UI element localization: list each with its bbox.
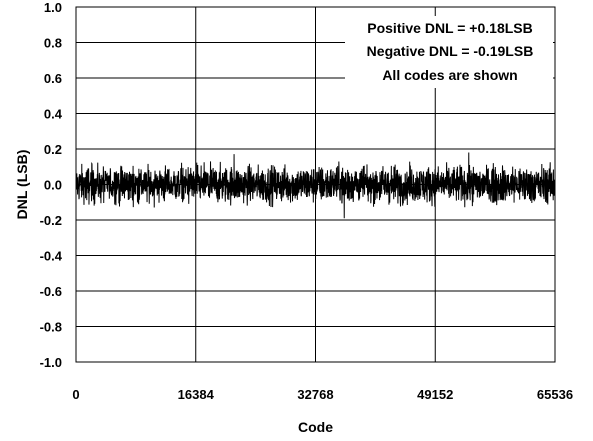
x-tick-label: 16384 (178, 387, 215, 402)
y-tick-label: 0.2 (44, 142, 62, 157)
y-axis-title: DNL (LSB) (14, 150, 30, 220)
x-axis-title: Code (298, 419, 333, 435)
y-tick-label: -0.6 (40, 284, 62, 299)
dnl-series (75, 152, 556, 219)
dnl-trace (75, 152, 556, 219)
x-tick-labels: 0 16384 32768 49152 65536 (72, 387, 573, 402)
annotation-box (345, 16, 553, 88)
y-tick-label: -0.8 (40, 320, 62, 335)
x-tick-label: 32768 (297, 387, 333, 402)
y-tick-label: 0.4 (44, 107, 63, 122)
y-tick-label: 0.8 (44, 36, 62, 51)
annotation-negative-dnl: Negative DNL = -0.19LSB (367, 43, 534, 59)
x-tick-label: 65536 (537, 387, 573, 402)
y-tick-label: -0.4 (40, 249, 63, 264)
annotation-all-codes: All codes are shown (382, 67, 517, 83)
annotation-positive-dnl: Positive DNL = +0.18LSB (367, 20, 532, 36)
y-tick-label: -1.0 (40, 355, 62, 370)
y-tick-label: 0.6 (44, 71, 62, 86)
x-tick-label: 0 (72, 387, 79, 402)
y-tick-labels: 1.0 0.8 0.6 0.4 0.2 0.0 -0.2 -0.4 -0.6 -0.8 -1.0 (40, 0, 63, 370)
plot-frame (75, 6, 556, 363)
y-tick-label: 1.0 (44, 0, 62, 15)
y-tick-label: 0.0 (44, 178, 62, 193)
y-tick-label: -0.2 (40, 213, 62, 228)
x-tick-label: 49152 (417, 387, 453, 402)
